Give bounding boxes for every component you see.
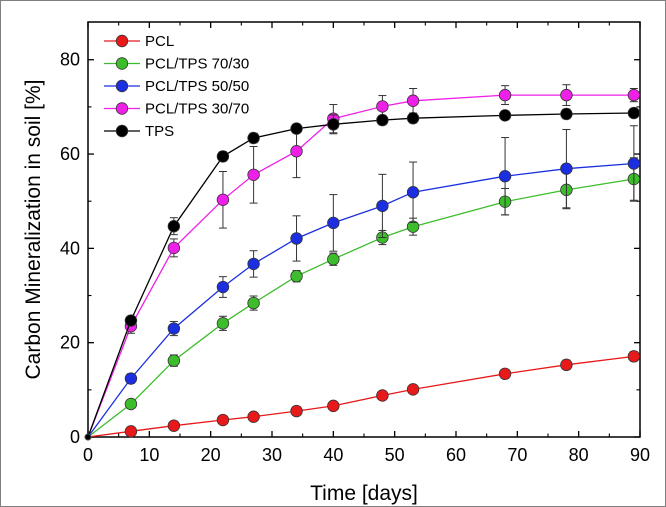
data-point xyxy=(627,88,641,102)
data-point xyxy=(627,106,641,120)
y-tick-label: 0 xyxy=(70,427,80,447)
x-tick-label: 20 xyxy=(201,445,221,465)
data-point xyxy=(327,399,340,413)
data-point xyxy=(124,425,138,438)
data-point xyxy=(167,322,181,335)
series-line xyxy=(87,112,634,438)
series-line xyxy=(87,355,634,438)
data-point xyxy=(290,145,303,158)
data-point xyxy=(498,109,512,122)
legend-item: PCL/TPS 30/70 xyxy=(104,101,249,118)
legend-marker xyxy=(115,79,129,93)
data-point xyxy=(376,199,389,213)
data-point xyxy=(560,107,573,121)
data-point xyxy=(124,397,138,411)
legend-label: PCL/TPS 70/30 xyxy=(145,56,249,73)
legend-marker xyxy=(115,34,129,48)
y-tick-label: 40 xyxy=(60,238,80,258)
x-axis-title: Time [days] xyxy=(310,482,418,505)
series-line xyxy=(87,162,634,438)
data-point xyxy=(376,389,389,402)
data-point xyxy=(124,372,138,385)
plot-area: 0 10 20 30 40 50 60 70 80 90 0 20 40 60 80 xyxy=(60,21,650,465)
data-point xyxy=(247,257,260,271)
data-point xyxy=(627,350,641,363)
series-4 xyxy=(84,106,641,441)
data-point xyxy=(167,419,181,432)
data-point xyxy=(560,162,573,175)
data-point xyxy=(124,314,138,327)
x-tick-label: 60 xyxy=(446,445,466,465)
legend-label: PCL/TPS 30/70 xyxy=(145,101,249,118)
x-tick-label: 40 xyxy=(323,445,343,465)
data-point xyxy=(84,433,92,441)
legend-marker xyxy=(115,102,129,115)
series-2 xyxy=(84,125,641,441)
series-line xyxy=(87,94,634,438)
data-point xyxy=(406,94,420,107)
x-tick-label: 50 xyxy=(385,445,405,465)
series-layer xyxy=(84,84,641,441)
data-point xyxy=(290,122,303,135)
data-point xyxy=(376,100,389,113)
legend-marker xyxy=(115,57,129,70)
legend-label: PCL/TPS 50/50 xyxy=(145,78,249,95)
data-point xyxy=(406,383,420,396)
data-point xyxy=(247,296,260,310)
y-axis-title: Carbon Mineralization in soil [%] xyxy=(22,80,45,380)
data-point xyxy=(167,354,181,367)
legend-item: PCL xyxy=(104,33,174,50)
legend: PCL PCL/TPS 70/30 PCL/TPS 50/50 PCL/TPS 30/… xyxy=(104,33,249,140)
legend-label: PCL xyxy=(145,33,174,50)
legend-item: PCL/TPS 70/30 xyxy=(104,56,249,73)
x-tick-label: 90 xyxy=(630,445,650,465)
legend-item: PCL/TPS 50/50 xyxy=(104,78,249,95)
data-point xyxy=(216,317,230,330)
series-line xyxy=(87,178,635,438)
x-tick-label: 30 xyxy=(262,445,282,465)
data-point xyxy=(498,170,512,183)
data-point xyxy=(167,241,181,255)
data-point xyxy=(247,168,260,181)
data-point xyxy=(498,367,512,381)
legend-item: TPS xyxy=(104,123,174,140)
y-tick-label: 60 xyxy=(60,144,80,164)
data-point xyxy=(560,88,573,102)
data-point xyxy=(406,112,420,125)
data-point xyxy=(376,113,389,127)
y-tick-label: 20 xyxy=(60,333,80,353)
data-point xyxy=(216,413,230,427)
x-tick-label: 0 xyxy=(83,445,93,465)
data-point xyxy=(247,131,260,145)
series-0 xyxy=(84,350,641,441)
data-point xyxy=(216,280,230,294)
data-point xyxy=(290,404,303,418)
data-point xyxy=(290,232,303,245)
data-point xyxy=(216,150,230,163)
data-point xyxy=(498,88,512,102)
y-tick-label: 80 xyxy=(60,50,80,70)
data-point xyxy=(327,253,340,266)
x-tick-label: 70 xyxy=(507,445,527,465)
data-point xyxy=(167,219,181,233)
x-tick-label: 80 xyxy=(569,445,589,465)
legend-marker xyxy=(115,124,129,138)
data-point xyxy=(560,358,573,372)
data-point xyxy=(290,269,303,283)
data-point xyxy=(216,193,230,206)
data-point xyxy=(247,410,260,423)
x-tick-label: 10 xyxy=(139,445,159,465)
data-point xyxy=(627,157,641,170)
data-point xyxy=(406,186,420,199)
legend-label: TPS xyxy=(145,123,174,140)
data-point xyxy=(327,216,340,230)
data-point xyxy=(327,118,340,131)
